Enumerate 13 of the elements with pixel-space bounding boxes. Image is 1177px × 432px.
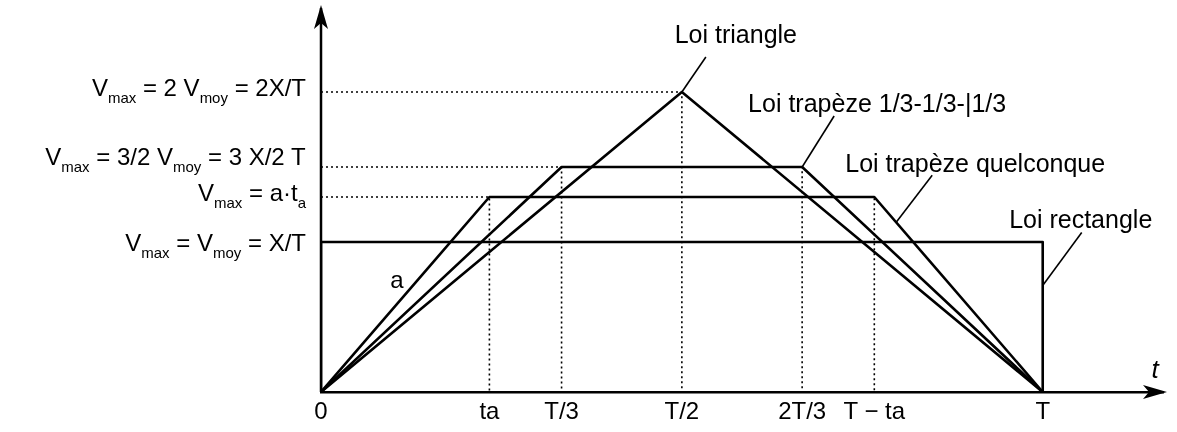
series-label: Loi rectangle bbox=[1009, 204, 1153, 233]
annotation: a bbox=[390, 266, 405, 294]
x-tick-label: T bbox=[1035, 397, 1051, 425]
x-tick-label: 2T/3 bbox=[778, 397, 827, 425]
x-tick-label: T − ta bbox=[843, 397, 906, 425]
x-tick-label: T/2 bbox=[664, 397, 700, 425]
x-tick-label: 0 bbox=[314, 397, 328, 425]
series-label: Loi triangle bbox=[674, 20, 798, 48]
x-tick-label: T/3 bbox=[544, 397, 579, 425]
x-axis-title: t bbox=[1151, 354, 1161, 384]
x-tick-label: ta bbox=[479, 397, 501, 425]
series-label: Loi trapèze quelconque bbox=[845, 149, 1106, 178]
series-label: Loi trapèze 1/3-1/3-|1/3 bbox=[748, 89, 1007, 117]
